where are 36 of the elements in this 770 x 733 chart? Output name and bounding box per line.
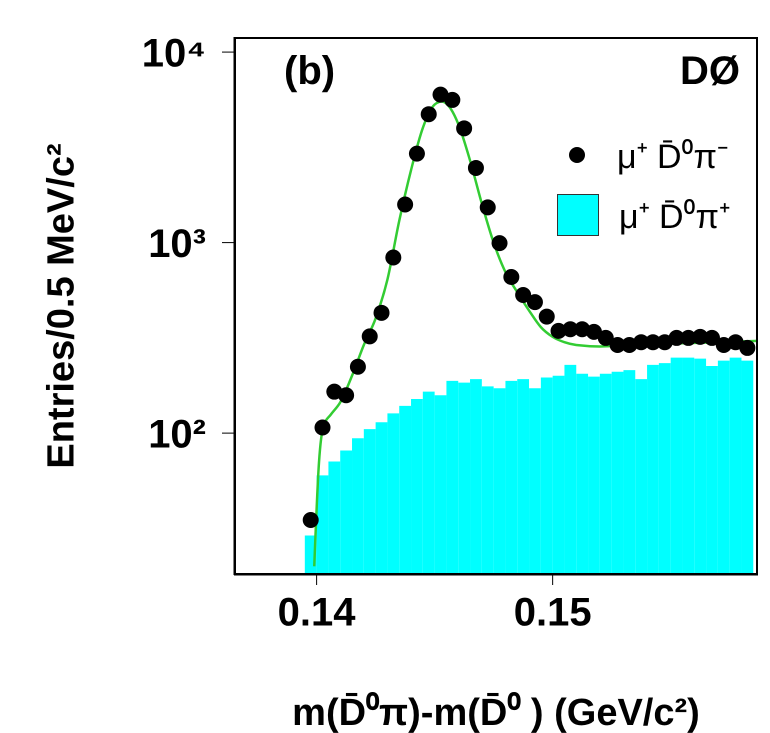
point — [739, 340, 756, 356]
x-tick-label: 0.15 — [514, 590, 592, 634]
point — [728, 334, 744, 350]
point — [350, 358, 366, 375]
legend-label: μ⁺ D̄⁰π⁺ — [618, 197, 730, 238]
point — [432, 86, 449, 103]
point — [704, 330, 720, 346]
point — [338, 387, 354, 404]
point — [362, 328, 378, 344]
point — [397, 196, 414, 212]
point — [538, 308, 555, 325]
point — [480, 199, 496, 216]
x-axis-title: m(D̄⁰π)-m(D̄⁰ ) (GeV/c²) — [292, 692, 700, 733]
point — [374, 304, 390, 321]
point — [456, 120, 472, 136]
point — [515, 286, 532, 303]
y-tick-label: 10⁴ — [142, 31, 206, 76]
x-tick-label: 0.14 — [278, 590, 356, 634]
legend-label: μ⁺ D̄⁰π⁻ — [616, 137, 728, 178]
point — [526, 294, 543, 310]
point — [468, 160, 484, 176]
point — [586, 324, 602, 340]
annotation: DØ — [680, 49, 740, 94]
annotation: (b) — [284, 49, 336, 94]
point — [444, 92, 460, 108]
point — [385, 250, 402, 266]
point — [302, 512, 319, 528]
y-tick-label: 10² — [148, 412, 206, 456]
y-axis-title: Entries/0.5 MeV/c² — [40, 143, 82, 469]
point — [420, 106, 437, 122]
point — [408, 146, 425, 162]
y-tick-label: 10³ — [148, 222, 206, 266]
point — [598, 330, 614, 346]
point — [503, 268, 520, 285]
point — [314, 420, 331, 436]
point — [492, 235, 508, 252]
